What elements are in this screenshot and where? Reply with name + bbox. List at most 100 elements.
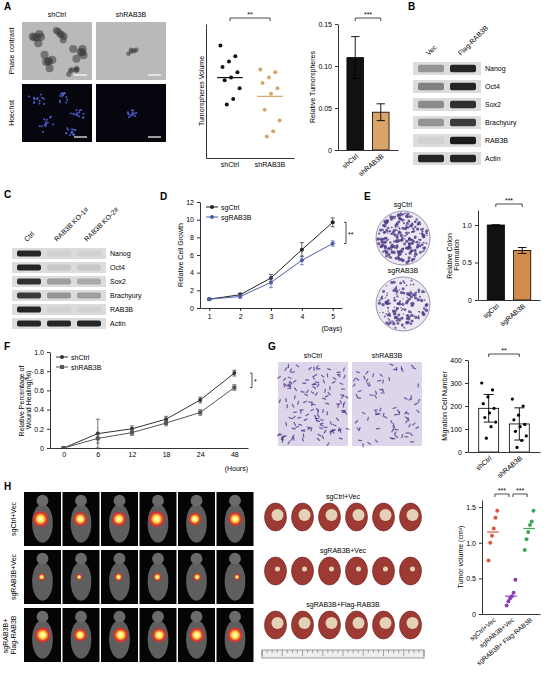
mouse-head	[37, 495, 49, 507]
migrated-cell	[418, 399, 420, 403]
liver	[373, 611, 395, 639]
y-tick-label: 2	[190, 287, 194, 294]
y-tick: 200	[450, 403, 468, 410]
data-point	[232, 386, 236, 390]
colony	[396, 244, 399, 247]
significance-label: **	[348, 231, 354, 238]
scale-bar	[74, 136, 87, 137]
band	[418, 65, 444, 72]
migrated-cell	[345, 411, 347, 414]
migrated-cell	[404, 397, 407, 399]
y-tick: 0.5	[466, 575, 482, 582]
y-tick: 0.5	[462, 259, 478, 266]
colony	[418, 239, 420, 241]
tumor-photo	[319, 557, 341, 585]
mouse-head	[191, 553, 203, 565]
y-tick-label: 0	[458, 449, 462, 456]
mean-line	[523, 528, 535, 529]
micrograph-background	[22, 22, 92, 80]
mouse-head	[75, 611, 87, 623]
migrated-cell	[394, 414, 398, 416]
liver	[319, 557, 341, 585]
luminescence	[227, 511, 243, 527]
migrated-cell	[307, 390, 309, 393]
chart-bar: 00.51.0sgCtrlsgRAB3B***Relative Colon Fo…	[446, 197, 541, 328]
migrated-cell	[410, 395, 412, 399]
ruler-tick	[337, 650, 338, 653]
colony	[388, 230, 391, 233]
colony	[403, 327, 405, 329]
y-axis-line	[50, 353, 51, 449]
cell	[71, 131, 73, 133]
data-point	[265, 135, 269, 139]
migrated-cell	[288, 384, 291, 386]
migrated-cell	[327, 369, 331, 370]
colony	[415, 250, 416, 251]
colony	[410, 304, 413, 307]
x-tick: 5	[331, 308, 335, 320]
tumor-photo	[292, 611, 314, 639]
significance-bracket	[496, 204, 522, 207]
x-tick-label: 4	[300, 313, 304, 320]
colony	[404, 227, 407, 230]
colony	[401, 324, 404, 327]
y-axis: 00.51.01.5	[466, 501, 482, 618]
colony	[416, 241, 419, 244]
y-tick-label: 8	[190, 234, 194, 241]
image-background	[63, 550, 100, 604]
migrated-cell	[367, 383, 369, 386]
protein-label: Brachyury	[110, 292, 142, 300]
colony	[386, 313, 388, 315]
plot-area	[347, 37, 389, 150]
cell	[49, 117, 51, 119]
y-tick-label: 0.05	[318, 105, 332, 112]
migrated-cell	[394, 432, 396, 435]
ruler-tick	[398, 650, 399, 653]
significance-bracket	[355, 18, 381, 21]
y-tick-label: 0	[40, 445, 44, 452]
error-bar	[514, 408, 524, 440]
colony	[382, 238, 385, 241]
cell	[134, 115, 136, 117]
colony	[405, 261, 408, 264]
colony	[402, 287, 405, 290]
mouse-body	[186, 562, 207, 601]
ruler-tick	[343, 650, 344, 656]
migrated-cell	[355, 420, 358, 423]
luminescence	[153, 572, 162, 581]
colony	[421, 312, 424, 315]
migrated-cell	[316, 365, 318, 368]
tumor-nodule	[383, 567, 388, 572]
migrated-cell	[416, 426, 419, 428]
colony	[397, 250, 399, 252]
data-point	[218, 43, 222, 47]
data-point	[96, 436, 100, 440]
cell	[78, 111, 80, 113]
data-point	[493, 407, 496, 410]
liver	[346, 611, 368, 639]
scale-bar	[148, 136, 161, 137]
series-line	[209, 222, 332, 299]
y-axis-title: Relative Percentage of Wound Healing(%)	[18, 364, 34, 437]
migrated-cell	[337, 374, 341, 376]
colony	[406, 292, 410, 296]
cell	[71, 128, 73, 130]
y-tick-label: 4	[190, 269, 194, 276]
series-line	[209, 244, 332, 300]
y-tick-label: 100	[450, 426, 462, 433]
y-tick: 4	[190, 269, 200, 276]
band	[450, 155, 476, 162]
colony	[408, 310, 411, 313]
error-bar	[130, 430, 134, 436]
cell	[64, 92, 66, 94]
y-axis-line	[338, 25, 339, 151]
cell	[41, 97, 43, 99]
data-point	[232, 371, 236, 375]
tumor-photo	[373, 557, 395, 585]
data-point	[62, 446, 66, 448]
band	[17, 306, 41, 312]
colony	[378, 302, 381, 305]
significance-bracket	[344, 222, 346, 243]
colony	[406, 222, 408, 224]
colony	[404, 308, 407, 311]
